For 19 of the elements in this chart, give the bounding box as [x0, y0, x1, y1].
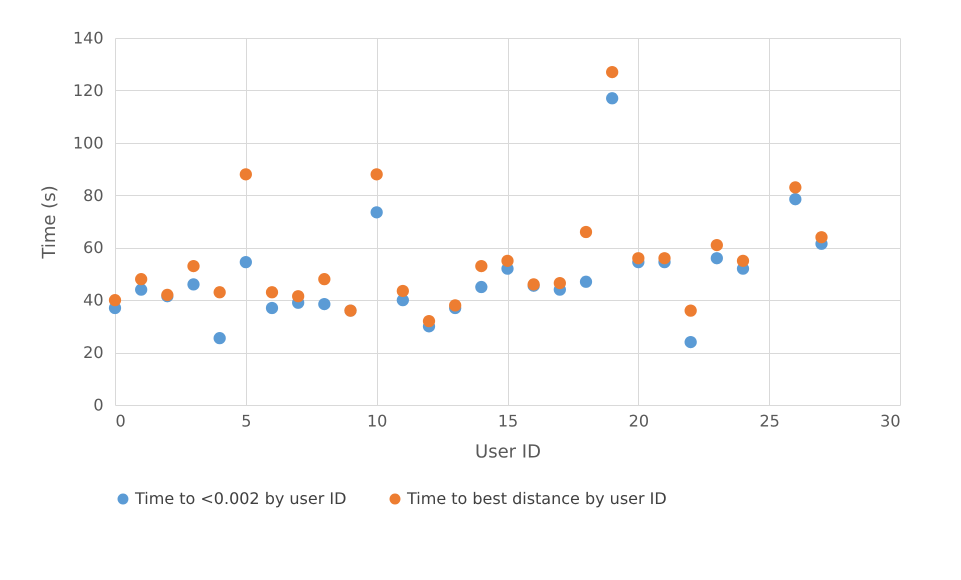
x-tick-label: 10: [366, 412, 388, 430]
y-tick-label: 80: [83, 186, 104, 205]
y-tick-label: 140: [72, 28, 104, 48]
y-tick-label: 20: [83, 343, 104, 362]
legend-label: Time to best distance by user ID: [406, 489, 667, 508]
y-tick-label: 100: [72, 133, 104, 152]
x-tick-label: 0: [116, 412, 126, 430]
x-tick-label: 30: [880, 412, 900, 430]
y-axis-title: Time (s): [38, 185, 60, 260]
x-axis-title: User ID: [475, 442, 541, 462]
y-tick-label: 0: [93, 396, 104, 414]
x-tick-label: 25: [759, 412, 780, 430]
y-tick-label: 60: [83, 238, 104, 258]
x-tick-label: 15: [498, 412, 518, 430]
y-tick-label: 40: [83, 290, 104, 310]
legend-label: Time to <0.002 by user ID: [134, 489, 346, 508]
y-tick-label: 120: [72, 80, 104, 100]
x-tick-label: 5: [241, 412, 252, 430]
x-tick-label: 20: [628, 412, 650, 430]
